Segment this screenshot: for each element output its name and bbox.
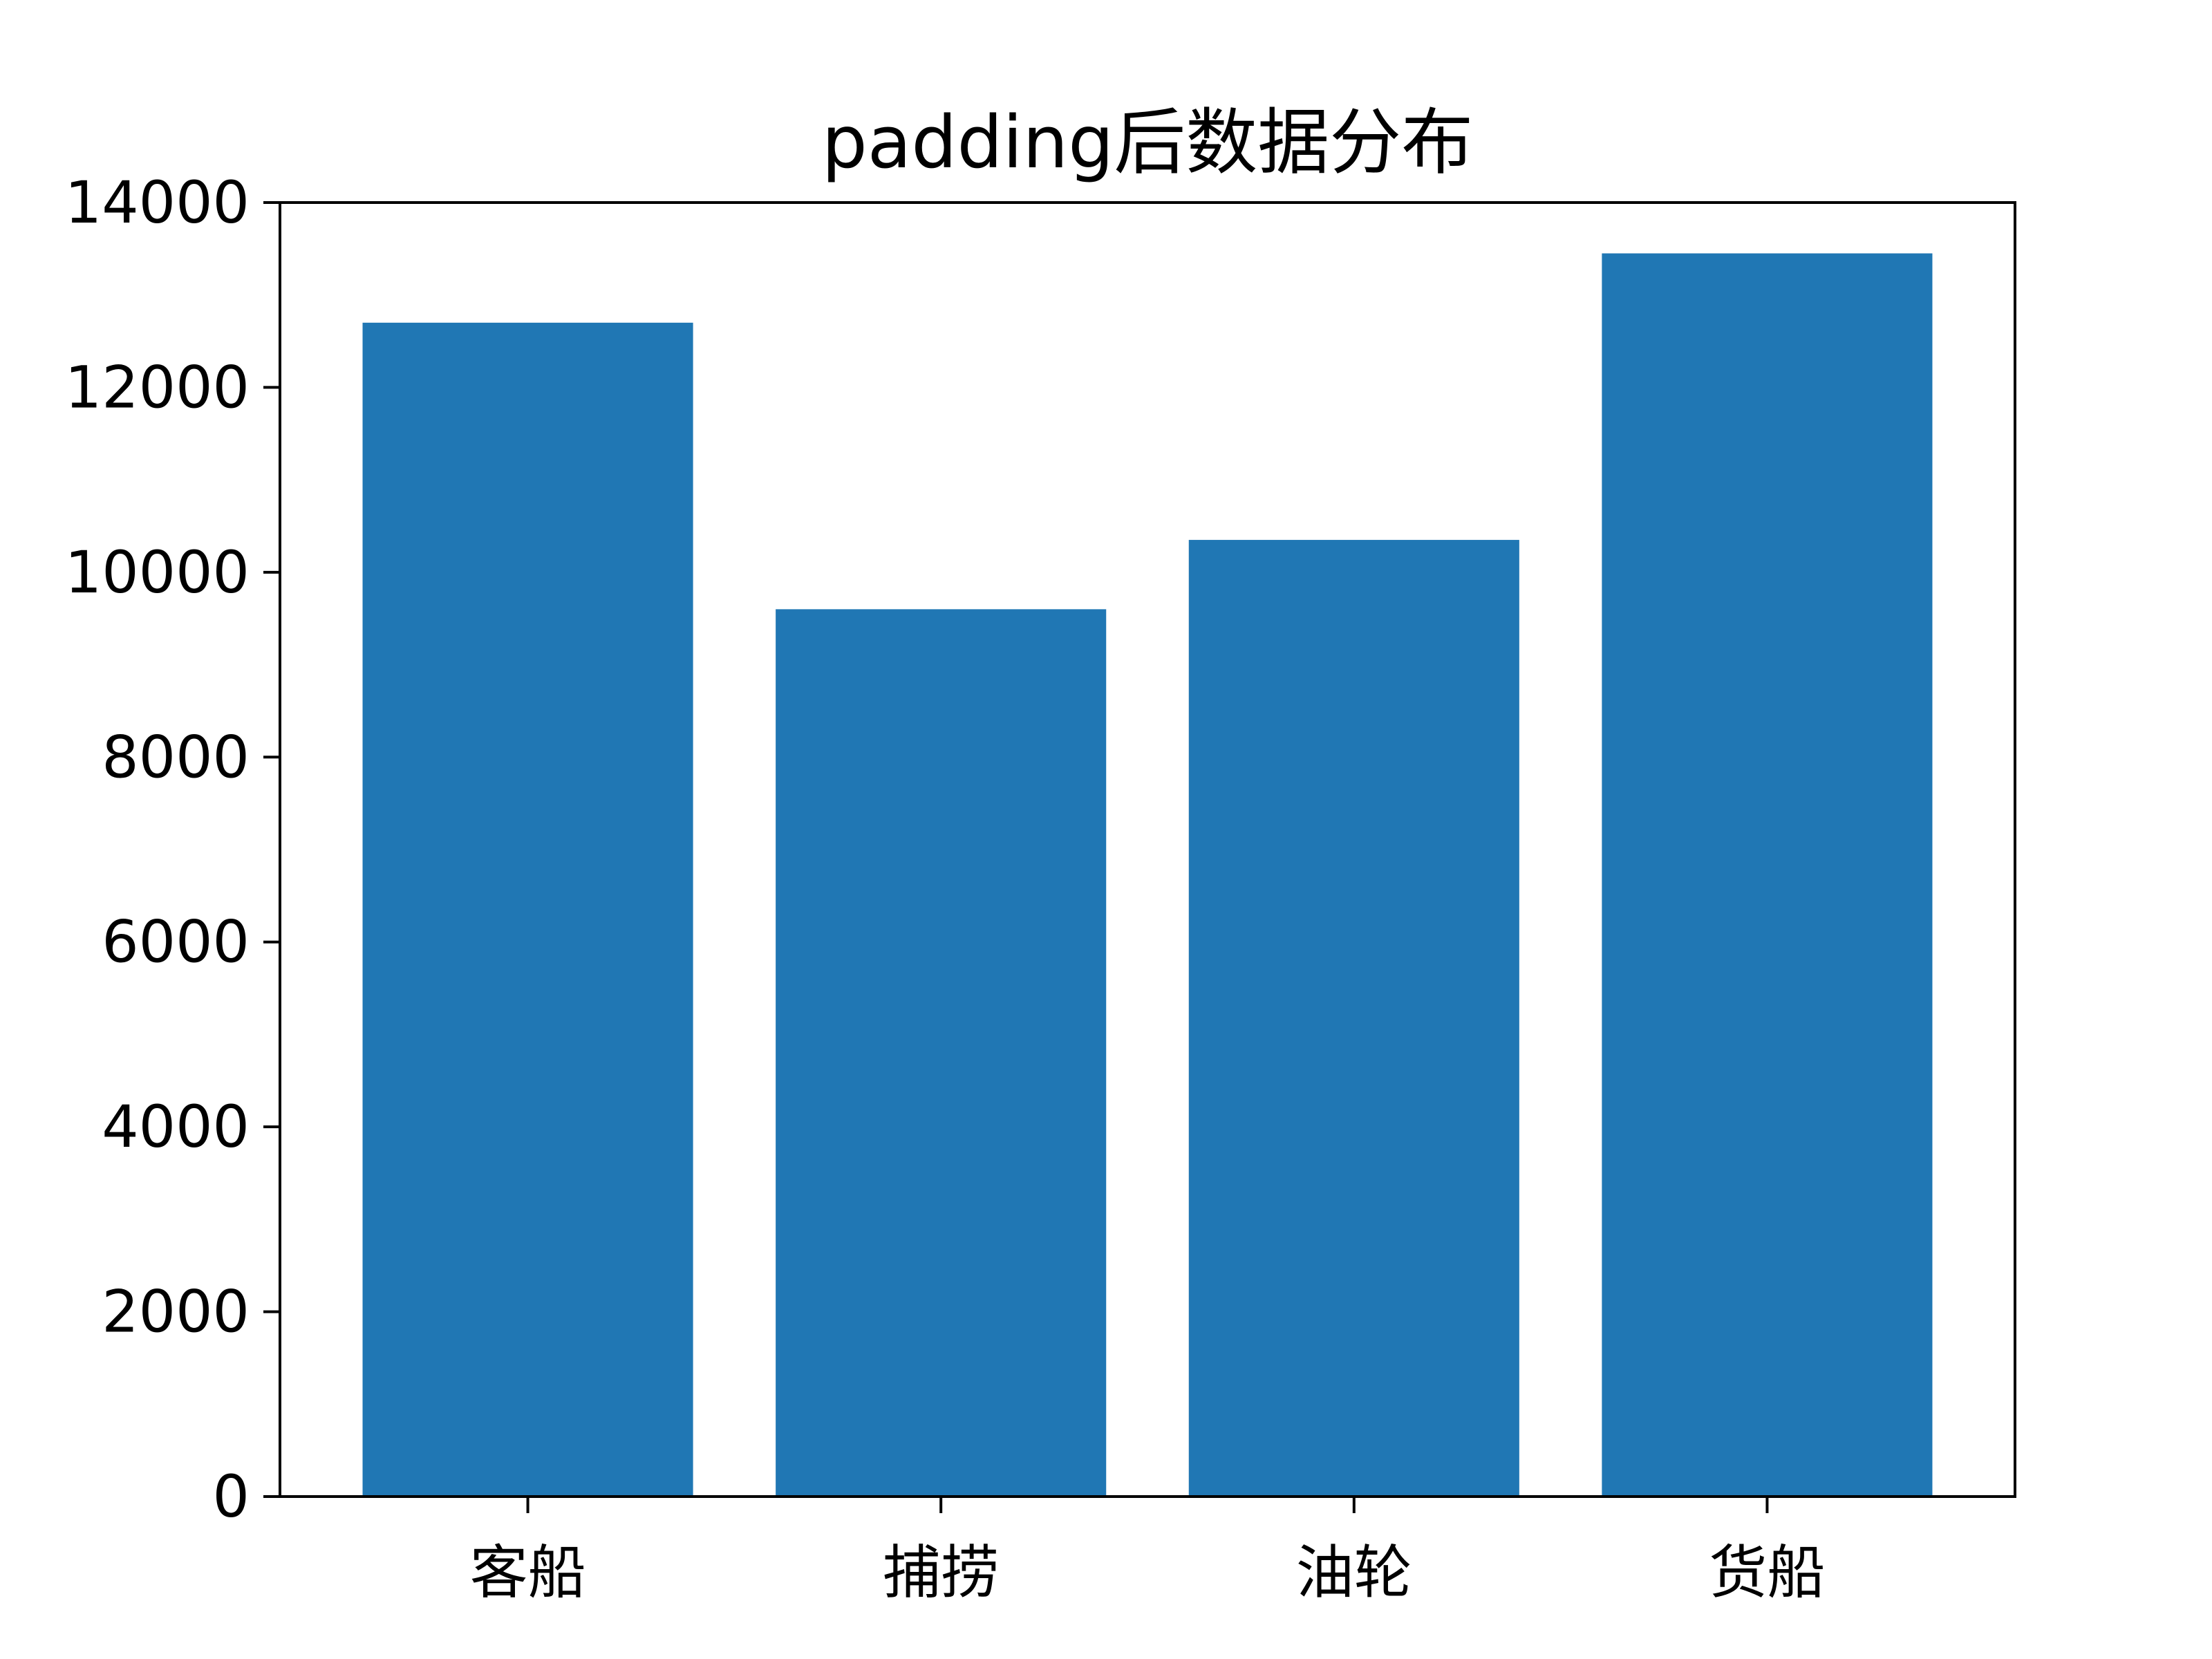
bar-4 [1602, 253, 1933, 1497]
y-tick-label: 12000 [65, 353, 250, 421]
chart-title: padding后数据分布 [822, 100, 1474, 185]
axes-layer [279, 201, 2016, 1498]
bars-layer [362, 253, 1933, 1497]
y-tick-label: 10000 [65, 538, 250, 606]
x-tick-label: 货船 [1709, 1539, 1825, 1606]
y-tick-label: 0 [213, 1463, 250, 1530]
bar-2 [776, 609, 1107, 1497]
bar-3 [1188, 540, 1519, 1497]
bar-1 [362, 322, 693, 1497]
x-tick-label: 捕捞 [883, 1539, 999, 1606]
x-tick-label: 客船 [470, 1539, 586, 1606]
y-tick-label: 14000 [65, 169, 250, 236]
y-tick-label: 4000 [102, 1093, 250, 1161]
x-tick-label: 油轮 [1296, 1539, 1412, 1606]
ticks-layer: 0 2000 4000 6000 8000 10000 12000 14000 客船 捕捞 油轮 货船 [65, 169, 1826, 1606]
plot-frame [279, 201, 2016, 1498]
y-tick-label: 8000 [102, 723, 250, 791]
y-tick-label: 6000 [102, 908, 250, 976]
y-tick-label: 2000 [102, 1278, 250, 1346]
